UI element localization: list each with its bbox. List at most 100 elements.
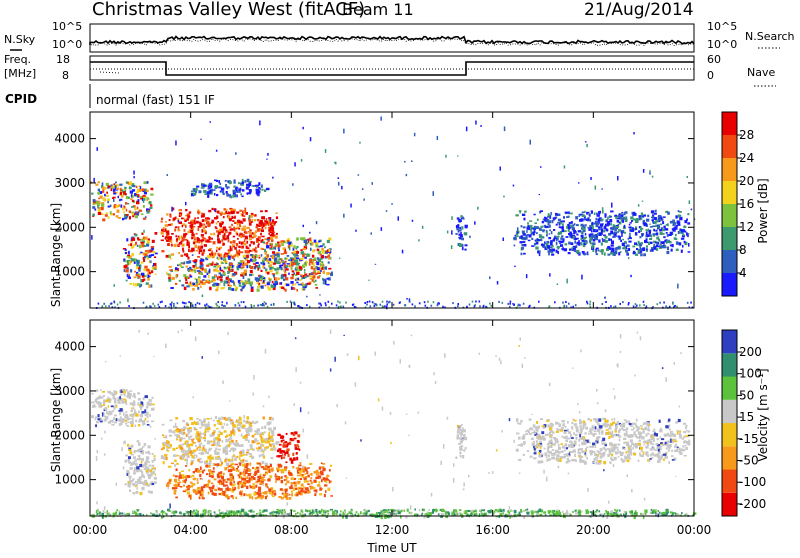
echo-cell — [273, 263, 276, 265]
echo-cell — [576, 251, 579, 253]
echo-cell — [146, 282, 149, 285]
echo-cell — [624, 217, 626, 219]
echo-nearrange — [170, 303, 172, 305]
echo-cell — [166, 484, 169, 487]
echo-cell — [123, 466, 125, 469]
echo-cell — [180, 486, 183, 488]
echo-cell — [96, 390, 99, 392]
echo-cell — [603, 230, 606, 233]
echo-cell — [203, 251, 205, 254]
echo-cell — [317, 271, 320, 273]
echo-cell — [262, 239, 264, 241]
echo-nearrange — [424, 301, 426, 303]
echo-cell — [223, 236, 225, 239]
echo-cell — [529, 234, 532, 237]
echo-cell — [233, 489, 236, 491]
echo-cell — [149, 465, 152, 467]
echo-cell — [276, 455, 278, 457]
echo-cell — [186, 458, 188, 461]
echo-cell — [200, 467, 202, 471]
echo-cell — [580, 425, 582, 428]
echo-cell — [201, 242, 203, 245]
echo-nearrange — [405, 304, 407, 306]
echo-cell — [182, 420, 185, 422]
echo-nearrange — [173, 305, 175, 307]
echo-cell — [557, 236, 560, 238]
echo-cell — [257, 240, 260, 242]
echo-cell — [274, 254, 276, 256]
echo-cell — [223, 258, 225, 261]
echo-noise — [628, 257, 630, 259]
echo-cell — [187, 435, 189, 437]
echo-nearrange — [374, 305, 376, 307]
echo-cell — [218, 481, 220, 483]
echo-cell — [129, 467, 132, 470]
echo-cell — [246, 434, 248, 436]
echo-cell — [220, 423, 222, 426]
echo-cell — [242, 234, 244, 237]
echo-cell — [286, 268, 289, 270]
echo-cell — [227, 186, 230, 188]
echo-cell — [549, 432, 552, 435]
echo-cell — [244, 180, 246, 183]
echo-cell — [233, 283, 235, 285]
echo-cell — [255, 497, 258, 499]
echo-cell — [272, 219, 274, 222]
echo-cell — [238, 486, 240, 489]
echo-cell — [217, 452, 220, 455]
echo-cell — [307, 239, 309, 241]
echo-cell — [326, 284, 329, 286]
echo-cell — [189, 417, 192, 420]
echo-cell — [186, 266, 188, 268]
echo-cell — [206, 281, 208, 283]
echo-cell — [566, 216, 569, 218]
echo-cell — [567, 421, 569, 424]
echo-cell — [125, 460, 127, 463]
echo-cell — [516, 433, 519, 435]
echo-noise — [514, 266, 516, 268]
echo-cell — [189, 211, 192, 213]
echo-cell — [654, 217, 657, 220]
echo-cell — [315, 287, 318, 289]
echo-cell — [107, 391, 111, 393]
echo-nearrange — [143, 302, 145, 304]
echo-cell — [558, 447, 561, 450]
echo-cell — [589, 238, 592, 241]
echo-cell — [635, 254, 638, 256]
echo-cell — [631, 442, 634, 445]
echo-cell — [265, 496, 267, 499]
echo-cell — [252, 237, 254, 239]
echo-cell — [318, 481, 320, 483]
echo-cell — [125, 249, 127, 251]
echo-cell — [321, 267, 323, 270]
echo-cell — [545, 434, 549, 436]
echo-cell — [196, 233, 198, 235]
echo-cell — [237, 233, 239, 236]
echo-cell — [133, 414, 135, 417]
echo-nearrange — [475, 301, 477, 303]
echo-cell — [253, 241, 255, 244]
echo-cell — [113, 417, 115, 420]
echo-cell — [548, 220, 551, 223]
echo-cell — [609, 461, 611, 464]
cpid-value: normal (fast) 151 IF — [96, 93, 215, 107]
echo-cell — [647, 433, 649, 435]
echo-cell — [142, 233, 144, 235]
echo-cell — [261, 254, 263, 257]
echo-cell — [203, 437, 206, 439]
echo-cell — [167, 450, 169, 452]
echo-cell — [195, 188, 198, 191]
echo-cell — [675, 215, 677, 218]
echo-cell — [220, 279, 223, 281]
echo-cell — [208, 282, 210, 284]
echo-cell — [571, 221, 573, 224]
echo-cell — [97, 418, 100, 420]
echo-cell — [556, 250, 558, 253]
echo-cell — [165, 221, 167, 223]
echo-cell — [199, 449, 201, 451]
echo-cell — [638, 460, 640, 463]
echo-cell — [118, 196, 120, 199]
echo-cell — [548, 213, 550, 216]
echo-cell — [243, 211, 245, 214]
echo-cell — [672, 220, 675, 223]
